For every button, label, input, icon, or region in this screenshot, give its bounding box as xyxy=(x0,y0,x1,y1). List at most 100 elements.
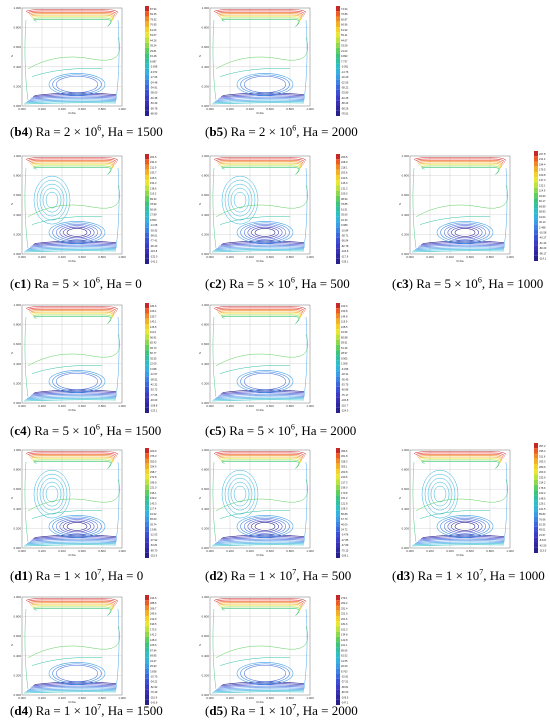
contour-line-cold xyxy=(420,242,505,246)
contour-line-cold xyxy=(216,687,305,690)
colorbar-tick-label: 80.88 xyxy=(341,335,348,339)
colorbar-swatch xyxy=(145,26,149,33)
colorbar-tick-label: 163.2 xyxy=(539,491,546,495)
colorbar-swatch xyxy=(534,526,538,533)
contour-line-hot xyxy=(218,13,303,19)
colorbar-swatch xyxy=(336,159,340,165)
colorbar-tick-label: 263.2 xyxy=(341,601,348,605)
colorbar-swatch xyxy=(145,334,149,340)
contour-loop-lower xyxy=(55,372,99,390)
colorbar-swatch xyxy=(336,552,340,558)
colorbar-tick-label: 62.35 xyxy=(539,523,546,527)
contour-line-hot xyxy=(421,165,500,173)
colorbar-swatch xyxy=(534,484,538,491)
x-tick-label: 0.600 xyxy=(266,404,274,408)
colorbar-swatch xyxy=(336,74,340,80)
contour-line-hot xyxy=(215,10,305,15)
colorbar-swatch xyxy=(336,484,340,490)
y-tick-label: 0.200 xyxy=(13,381,21,385)
contour-line-hot xyxy=(413,157,507,161)
colorbar-swatch xyxy=(336,479,340,485)
colorbar-tick-label: 86.89 xyxy=(341,512,348,516)
x-tick-label: 0.400 xyxy=(58,404,66,408)
colorbar-swatch xyxy=(145,495,149,501)
y-axis-label: Z xyxy=(11,643,13,647)
y-tick-label: 0.800 xyxy=(13,26,21,30)
contour-loop-lower xyxy=(66,228,88,237)
y-tick-label: 1.000 xyxy=(201,6,209,10)
colorbar-tick-label: 9.089 xyxy=(341,223,348,227)
colorbar-swatch xyxy=(336,355,340,361)
y-tick-label: 0.200 xyxy=(13,84,21,88)
colorbar-swatch xyxy=(534,182,538,188)
contour-loop-lower xyxy=(48,662,106,685)
caption-panel-label: d5 xyxy=(209,703,224,718)
contour-line-cold xyxy=(31,684,117,688)
colorbar-tick-label: 357.2 xyxy=(539,444,546,448)
colorbar-swatch xyxy=(145,253,149,259)
colorbar-swatch xyxy=(336,47,340,54)
contour-loop-lower xyxy=(436,515,494,538)
x-tick-label: 0.000 xyxy=(18,696,26,700)
colorbar-swatch xyxy=(145,211,149,217)
colorbar-swatch xyxy=(145,537,149,543)
x-axis-label: R-Ra xyxy=(256,553,263,557)
colorbar-swatch xyxy=(336,63,340,69)
colorbar-tick-label: -109.5 xyxy=(341,695,349,699)
colorbar-swatch xyxy=(145,595,149,601)
x-tick-label: 0.000 xyxy=(18,255,26,259)
colorbar-tick-label: 7.737 xyxy=(341,59,348,63)
colorbar-swatch xyxy=(145,344,149,351)
y-tick-label: 0.800 xyxy=(201,174,209,178)
colorbar-tick-label: -16.29 xyxy=(341,75,349,79)
colorbar-tick-label: -22.55 xyxy=(341,80,349,84)
x-tick-label: 1.000 xyxy=(306,404,314,408)
colorbar-tick-label: -37.51 xyxy=(341,680,349,684)
colorbar-tick-label: -8.617 xyxy=(539,538,547,542)
colorbar-tick-label: 79.92 xyxy=(150,17,157,21)
contour-line-hot xyxy=(216,12,304,17)
colorbar-tick-label: 8.763 xyxy=(341,669,348,673)
colorbar-tick-label: 173.5 xyxy=(150,627,157,631)
colorbar-tick-label: -38.22 xyxy=(341,86,349,90)
colorbar-tick-label: 199.5 xyxy=(150,622,157,626)
contour-line-hot xyxy=(31,311,114,318)
colorbar-tick-label: 82.17 xyxy=(539,199,546,203)
contour-line-hot xyxy=(28,12,116,17)
colorbar-swatch xyxy=(336,16,340,22)
colorbar-tick-label: 400.9 xyxy=(150,449,157,453)
colorbar-swatch xyxy=(336,463,340,469)
contour-loop-lower xyxy=(251,226,279,239)
x-tick-label: 0.800 xyxy=(286,549,294,553)
colorbar-tick-label: -75.17 xyxy=(341,393,349,397)
contour-line-mid xyxy=(31,68,103,77)
colorbar-tick-label: 279.1 xyxy=(341,596,348,600)
caption-panel-label: c1 xyxy=(14,276,27,291)
colorbar-swatch xyxy=(534,151,538,157)
colorbar-tick-label: -34.91 xyxy=(150,86,158,90)
y-tick-label: 1.000 xyxy=(13,154,21,158)
y-tick-label: 1.000 xyxy=(13,595,21,599)
colorbar-tick-label: 266.7 xyxy=(150,606,157,610)
caption-ra-exponent: 6 xyxy=(477,275,482,285)
contour-line-hot xyxy=(213,598,307,602)
colorbar-tick-label: 109.6 xyxy=(150,643,157,647)
contour-line-wall xyxy=(24,167,29,249)
colorbar-tick-label: 9.550 xyxy=(150,218,157,222)
contour-loop-upper xyxy=(36,179,68,221)
colorbar-swatch xyxy=(534,547,538,553)
contour-loop-lower xyxy=(440,222,490,243)
colorbar-swatch xyxy=(534,208,538,214)
contour-line-wall xyxy=(115,316,120,398)
colorbar-tick-label: 314.5 xyxy=(150,596,157,600)
y-axis-label: Z xyxy=(11,351,13,355)
contour-line-hot xyxy=(421,167,500,175)
colorbar-tick-label: -61.32 xyxy=(539,241,547,245)
y-tick-label: 0.800 xyxy=(201,26,209,30)
x-axis-label: R-Ra xyxy=(68,700,75,704)
colorbar-c5: 163.0 153.8 144.8 119.9 108.5 91.66 80.88 59.91… xyxy=(336,302,352,414)
colorbar-swatch xyxy=(336,6,340,12)
colorbar-swatch xyxy=(336,100,340,106)
y-tick-label: 0.600 xyxy=(13,634,21,638)
colorbar-tick-label: 9.993 xyxy=(341,54,348,58)
